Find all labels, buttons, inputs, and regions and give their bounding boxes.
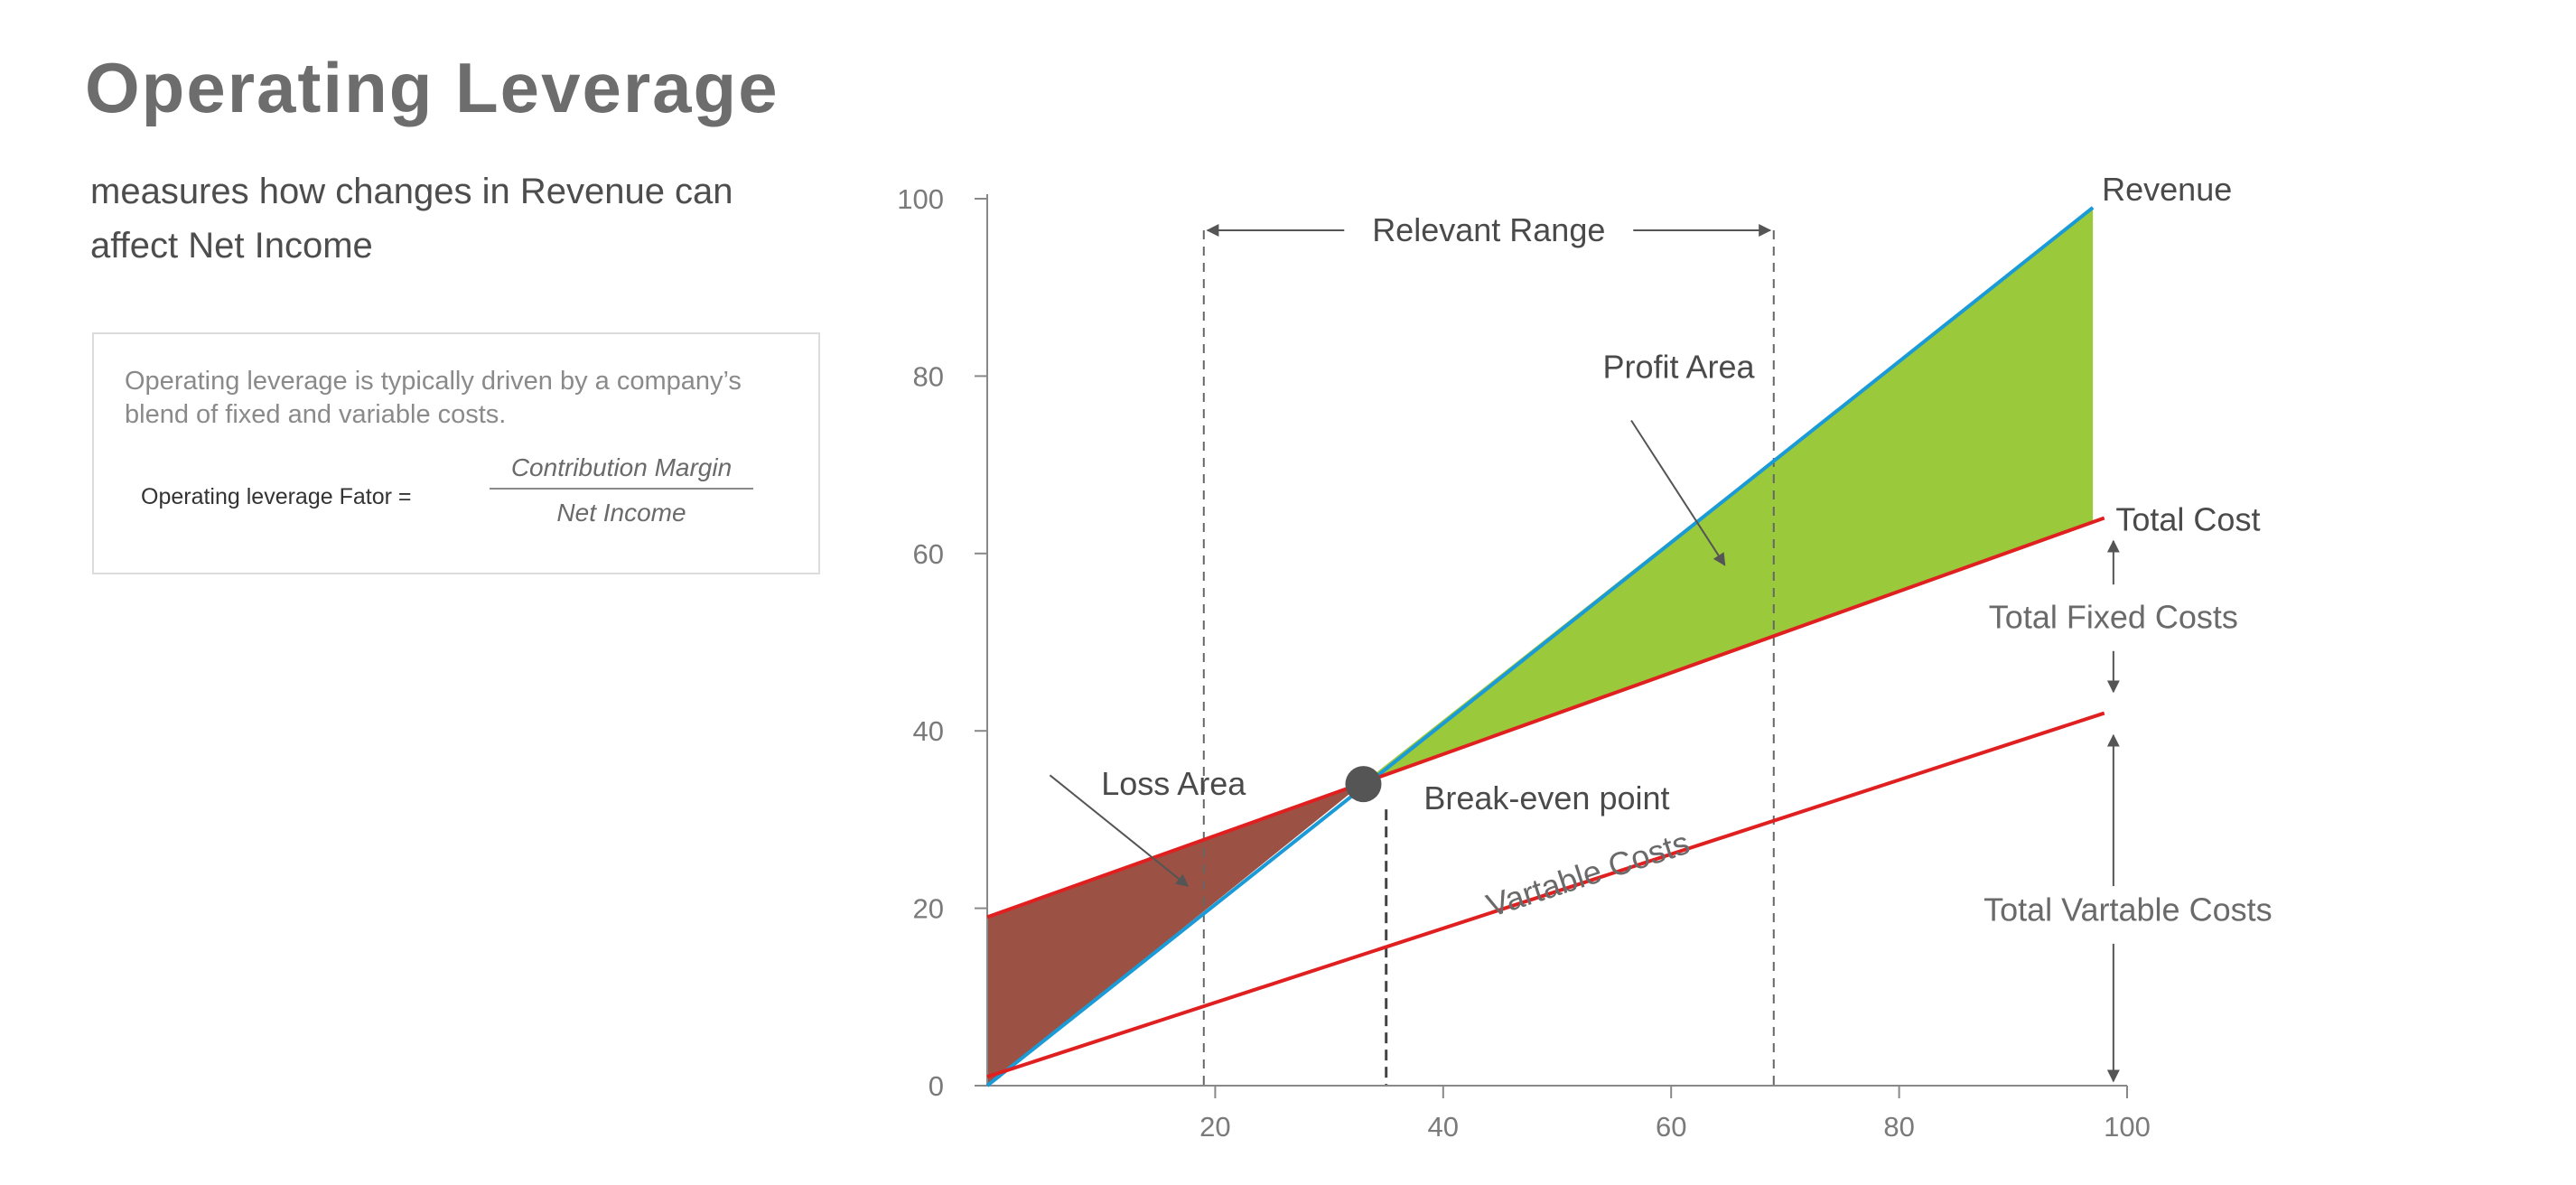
profit-area-label: Profit Area: [1602, 348, 1755, 385]
total-cost-line: [986, 516, 2105, 919]
loss-area-label: Loss Area: [1101, 765, 1246, 802]
variable-cost-line: [986, 711, 2105, 1079]
formula-label: Operating leverage Fator =: [141, 484, 412, 509]
break-even-point: [1345, 766, 1382, 803]
page-title: Operating Leverage: [85, 48, 779, 127]
formula-numerator: Contribution Margin: [490, 453, 753, 490]
y-tick-label: 0: [929, 1070, 944, 1102]
x-tick-label: 100: [2104, 1111, 2151, 1143]
fixed-costs-arrow-gap: [2107, 584, 2119, 651]
x-tick-label: 20: [1199, 1111, 1230, 1143]
variable-costs-label: Vartable Costs: [1482, 824, 1694, 924]
x-tick-label: 40: [1428, 1111, 1459, 1143]
info-box: Operating leverage is typically driven b…: [92, 332, 820, 574]
info-text: Operating leverage is typically driven b…: [125, 367, 742, 429]
profit-area-pointer: [1630, 419, 1726, 566]
break-even-label: Break-even point: [1423, 779, 1669, 816]
total-variable-costs-label: Total Vartable Costs: [1983, 891, 2272, 928]
formula-fraction: Contribution Margin Net Income: [490, 453, 753, 527]
total-fixed-costs-label: Total Fixed Costs: [1989, 599, 2238, 636]
total-cost-label: Total Cost: [2115, 501, 2260, 538]
y-tick-label: 100: [897, 183, 944, 215]
x-tick-label: 80: [1883, 1111, 1914, 1143]
y-tick-label: 60: [913, 538, 944, 570]
variable-costs-arrow-gap: [2107, 886, 2119, 944]
x-tick-label: 60: [1656, 1111, 1686, 1143]
revenue-line: [985, 206, 2095, 1087]
y-tick-label: 80: [913, 360, 944, 392]
formula-denominator: Net Income: [556, 499, 686, 527]
revenue-label: Revenue: [2102, 171, 2232, 208]
y-tick-label: 20: [913, 893, 944, 925]
loss-area-pointer: [1049, 774, 1190, 887]
relevant-range-label: Relevant Range: [1372, 211, 1605, 248]
y-tick-label: 40: [913, 715, 944, 747]
subtitle: measures how changes in Revenue can affe…: [90, 172, 733, 266]
